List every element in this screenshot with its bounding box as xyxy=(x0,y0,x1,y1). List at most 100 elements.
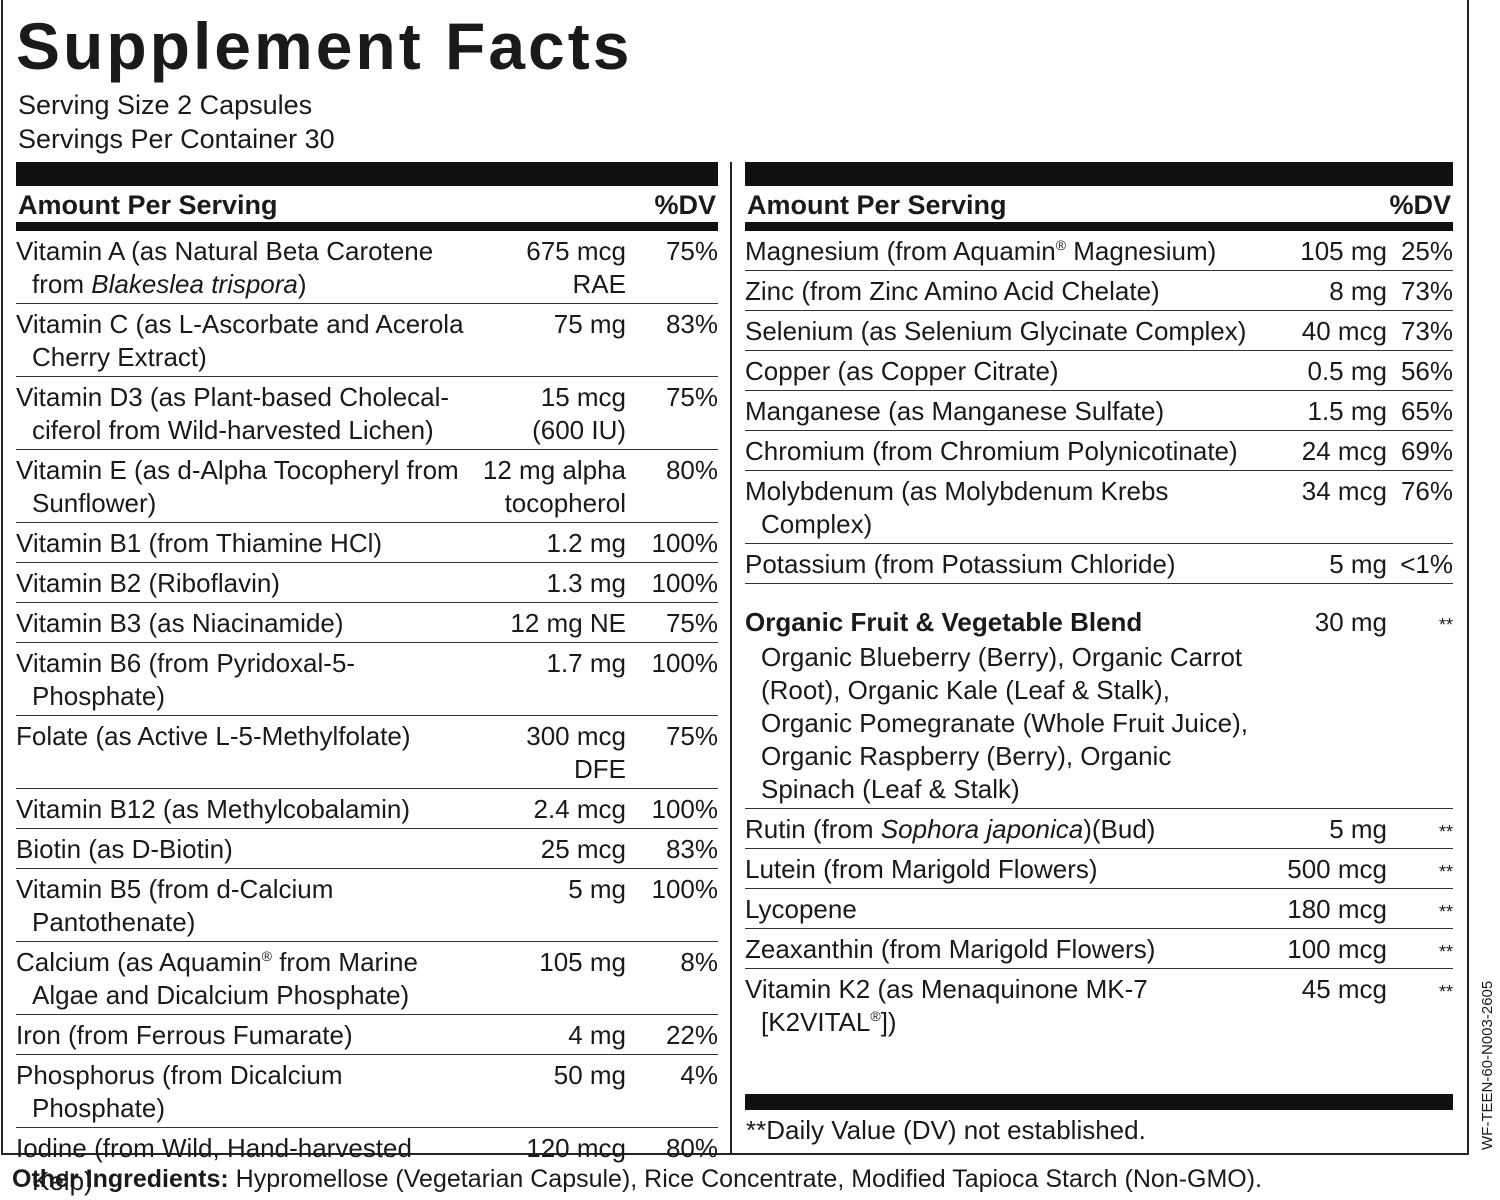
side-code: WF-TEEN-60-N003-2605 xyxy=(1479,980,1496,1150)
dv-text: 83% xyxy=(665,834,718,864)
name-text: Phosphorus (from Dicalcium Phosphate) xyxy=(16,1060,343,1123)
amount-line: 1.2 mg xyxy=(546,528,627,558)
nutrient-row: Copper (as Copper Citrate) 0.5 mg 56% xyxy=(745,351,1453,391)
name-text: Vitamin B1 (from Thiamine HCl) xyxy=(16,528,383,558)
header-dv: %DV xyxy=(1389,190,1451,220)
name-text: Magnesium) xyxy=(1066,236,1217,266)
amount-line: 12 mg alpha xyxy=(482,455,626,485)
name-text: Vitamin D3 (as Plant-based Cholecal-cife… xyxy=(16,382,450,445)
daily-value: 75% xyxy=(626,381,718,447)
dv-text: 100% xyxy=(651,794,719,824)
dv-text: 56% xyxy=(1400,356,1453,386)
dv-text: ** xyxy=(1438,902,1453,922)
amount-line: 5 mg xyxy=(1329,549,1387,579)
nutrient-row: Manganese (as Manganese Sulfate) 1.5 mg 65… xyxy=(745,391,1453,431)
nutrient-row: Vitamin B5 (from d-Calcium Pantothenate)… xyxy=(16,869,718,942)
label-frame xyxy=(1,0,1469,1155)
amount: 15 mcg (600 IU) xyxy=(466,381,626,447)
dv-text: 80% xyxy=(665,455,718,485)
amount-line: 25 mcg xyxy=(540,834,626,864)
nutrient-row: Phosphorus (from Dicalcium Phosphate) 50 … xyxy=(16,1055,718,1128)
dv-text: 25% xyxy=(1400,236,1453,266)
amount: 45 mcg xyxy=(1262,973,1387,1039)
amount-line: 105 mg xyxy=(1300,236,1387,266)
nutrient-row: Vitamin E (as d-Alpha Tocopheryl from Su… xyxy=(16,450,718,523)
nutrient-name: Iron (from Ferrous Fumarate) xyxy=(16,1019,466,1052)
dv-text: 100% xyxy=(651,568,719,598)
amount-line: 120 mcg xyxy=(526,1133,626,1163)
nutrient-row: Vitamin B3 (as Niacinamide) 12 mg NE 75% xyxy=(16,603,718,643)
nutrient-name: Chromium (from Chromium Polynicotinate) xyxy=(745,435,1262,468)
dv-text: ** xyxy=(1438,615,1453,635)
nutrient-name: Potassium (from Potassium Chloride) xyxy=(745,548,1262,581)
nutrient-name: Molybdenum (as Molybdenum Krebs Complex) xyxy=(745,475,1262,541)
amount: 675 mcg RAE xyxy=(466,235,626,301)
nutrient-row: Vitamin C (as L-Ascorbate and Acerola Ch… xyxy=(16,304,718,377)
nutrient-row: Rutin (from Sophora japonica)(Bud) 5 mg ** xyxy=(745,809,1453,849)
nutrient-row: Iron (from Ferrous Fumarate) 4 mg 22% xyxy=(16,1015,718,1055)
nutrient-name: Copper (as Copper Citrate) xyxy=(745,355,1262,388)
amount: 4 mg xyxy=(466,1019,626,1052)
daily-value: 65% xyxy=(1387,395,1453,428)
amount: 180 mcg xyxy=(1262,893,1387,926)
amount: 1.2 mg xyxy=(466,527,627,560)
amount-line: RAE xyxy=(572,269,626,299)
nutrient-name: Vitamin B3 (as Niacinamide) xyxy=(16,607,466,640)
nutrient-name: Lutein (from Marigold Flowers) xyxy=(745,853,1262,886)
daily-value: ** xyxy=(1387,853,1453,886)
nutrient-row: Lutein (from Marigold Flowers) 500 mcg ** xyxy=(745,849,1453,889)
dv-text: 22% xyxy=(665,1020,718,1050)
nutrient-row: Magnesium (from Aquamin® Magnesium) 105 m… xyxy=(745,231,1453,271)
name-text: Zeaxanthin (from Marigold Flowers) xyxy=(745,934,1156,964)
nutrient-row: Lycopene 180 mcg ** xyxy=(745,889,1453,929)
name-text: Manganese (as Manganese Sulfate) xyxy=(745,396,1165,426)
amount: 100 mcg xyxy=(1262,933,1387,966)
daily-value: ** xyxy=(1387,813,1453,846)
dv-text: 8% xyxy=(680,947,718,977)
dv-text: 83% xyxy=(665,309,718,339)
name-text: Vitamin B12 (as Methylcobalamin) xyxy=(16,794,411,824)
amount-line: 105 mg xyxy=(539,947,626,977)
daily-value: 100% xyxy=(626,527,719,560)
dv-text: 75% xyxy=(665,721,718,751)
header-dv: %DV xyxy=(654,190,716,220)
nutrient-row: Potassium (from Potassium Chloride) 5 mg <… xyxy=(745,544,1453,584)
dv-text: 100% xyxy=(651,528,719,558)
name-text: ) xyxy=(297,269,307,299)
right-column: Amount Per Serving %DV Magnesium (from Aqu… xyxy=(745,162,1453,1041)
dv-text: 73% xyxy=(1400,316,1453,346)
amount-line: 4 mg xyxy=(568,1020,626,1050)
left-column: Amount Per Serving %DV Vitamin A (as Natur… xyxy=(16,162,718,1200)
amount: 105 mg xyxy=(466,946,626,1012)
amount-line: 12 mg NE xyxy=(510,608,626,638)
daily-value: ** xyxy=(1387,606,1453,806)
dv-text: 75% xyxy=(665,236,718,266)
nutrient-name: Zinc (from Zinc Amino Acid Chelate) xyxy=(745,275,1262,308)
daily-value: 76% xyxy=(1387,475,1453,541)
nutrient-name: Vitamin D3 (as Plant-based Cholecal-cife… xyxy=(16,381,466,447)
amount: 0.5 mg xyxy=(1262,355,1388,388)
amount-line: 0.5 mg xyxy=(1307,356,1388,386)
name-text: Biotin (as D-Biotin) xyxy=(16,834,233,864)
amount-line: 5 mg xyxy=(568,874,626,904)
daily-value: 100% xyxy=(626,567,719,600)
nutrient-name: Phosphorus (from Dicalcium Phosphate) xyxy=(16,1059,466,1125)
nutrient-name: Folate (as Active L-5-Methylfolate) xyxy=(16,720,466,786)
amount: 5 mg xyxy=(1262,548,1387,581)
dv-text: 100% xyxy=(651,874,719,904)
amount: 300 mcg DFE xyxy=(466,720,626,786)
nutrient-name: Vitamin B5 (from d-Calcium Pantothenate) xyxy=(16,873,466,939)
daily-value: 100% xyxy=(626,873,719,939)
serving-size: Serving Size 2 Capsules xyxy=(18,90,313,120)
name-text: Iodine (from Wild, Hand-harvested Kelp) xyxy=(16,1133,412,1196)
name-text: Zinc (from Zinc Amino Acid Chelate) xyxy=(745,276,1160,306)
nutrient-row: Iodine (from Wild, Hand-harvested Kelp) 1… xyxy=(16,1128,718,1200)
name-text: Folate (as Active L-5-Methylfolate) xyxy=(16,721,411,751)
name-text: Vitamin K2 (as Menaquinone MK-7 [K2VITAL xyxy=(745,974,1148,1037)
daily-value: 75% xyxy=(626,720,718,786)
divider xyxy=(730,162,732,1155)
amount-line: DFE xyxy=(574,754,626,784)
header-amount: Amount Per Serving xyxy=(747,190,1007,220)
nutrient-name: Magnesium (from Aquamin® Magnesium) xyxy=(745,235,1262,268)
amount: 1.3 mg xyxy=(466,567,627,600)
